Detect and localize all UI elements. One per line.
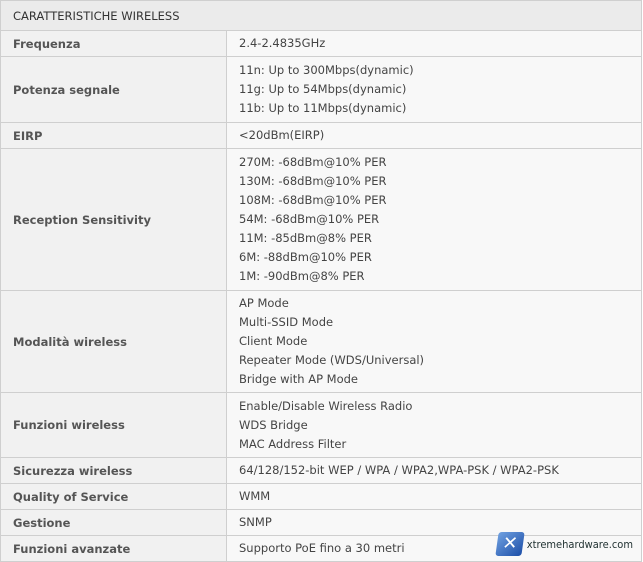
row-label: EIRP bbox=[0, 122, 227, 149]
row-value: 64/128/152-bit WEP / WPA / WPA2,WPA-PSK … bbox=[226, 457, 642, 484]
row-label: Quality of Service bbox=[0, 483, 227, 510]
value-line: 11M: -85dBm@8% PER bbox=[239, 231, 372, 245]
value-line: 11b: Up to 11Mbps(dynamic) bbox=[239, 101, 407, 115]
value-line: WMM bbox=[239, 489, 271, 503]
row-value: 2.4-2.4835GHz bbox=[226, 30, 642, 57]
table-row: Gestione SNMP bbox=[0, 509, 642, 536]
value-line: MAC Address Filter bbox=[239, 436, 347, 451]
value-line: Repeater Mode (WDS/Universal) bbox=[239, 353, 425, 367]
x-logo-icon: ✕ bbox=[495, 532, 525, 556]
value-line: 11g: Up to 54Mbps(dynamic) bbox=[239, 82, 407, 96]
table-header-row: CARATTERISTICHE WIRELESS bbox=[0, 0, 642, 31]
value-line: 130M: -68dBm@10% PER bbox=[239, 174, 387, 188]
value-line: Multi-SSID Mode bbox=[239, 315, 334, 329]
row-value: WMM bbox=[226, 483, 642, 510]
row-label: Funzioni wireless bbox=[0, 392, 227, 458]
table-row: Modalità wireless AP Mode Multi-SSID Mode C… bbox=[0, 290, 642, 393]
row-value: 270M: -68dBm@10% PER 130M: -68dBm@10% PER… bbox=[226, 148, 642, 291]
value-line: Client Mode bbox=[239, 334, 308, 348]
row-label: Gestione bbox=[0, 509, 227, 536]
table-row: EIRP <20dBm(EIRP) bbox=[0, 122, 642, 149]
value-line: 64/128/152-bit WEP / WPA / WPA2,WPA-PSK … bbox=[239, 463, 559, 477]
row-label: Funzioni avanzate bbox=[0, 535, 227, 562]
row-value: <20dBm(EIRP) bbox=[226, 122, 642, 149]
value-line: WDS Bridge bbox=[239, 417, 308, 432]
table-row: Reception Sensitivity 270M: -68dBm@10% PE… bbox=[0, 148, 642, 291]
table-row: Sicurezza wireless 64/128/152-bit WEP / W… bbox=[0, 457, 642, 484]
table-row: Potenza segnale 11n: Up to 300Mbps(dynami… bbox=[0, 56, 642, 123]
row-label: Modalità wireless bbox=[0, 290, 227, 393]
value-line: 108M: -68dBm@10% PER bbox=[239, 193, 387, 207]
value-line: Enable/Disable Wireless Radio bbox=[239, 398, 413, 413]
value-line: 270M: -68dBm@10% PER bbox=[239, 155, 387, 169]
row-value: Enable/Disable Wireless Radio WDS Bridge M… bbox=[226, 392, 642, 458]
row-label: Sicurezza wireless bbox=[0, 457, 227, 484]
value-line: Supporto PoE fino a 30 metri bbox=[239, 541, 405, 555]
watermark-logo: ✕ xtremehardware.com bbox=[495, 532, 633, 556]
row-label: Reception Sensitivity bbox=[0, 148, 227, 291]
row-value: AP Mode Multi-SSID Mode Client Mode Repeate… bbox=[226, 290, 642, 393]
value-line: Bridge with AP Mode bbox=[239, 372, 358, 386]
watermark-text: xtremehardware.com bbox=[526, 537, 633, 551]
row-label: Potenza segnale bbox=[0, 56, 227, 123]
row-value: Supporto PoE fino a 30 metri bbox=[226, 535, 642, 562]
value-line: 11n: Up to 300Mbps(dynamic) bbox=[239, 63, 414, 77]
value-line: 6M: -88dBm@10% PER bbox=[239, 250, 372, 264]
row-label: Frequenza bbox=[0, 30, 227, 57]
row-value: 11n: Up to 300Mbps(dynamic) 11g: Up to 54… bbox=[226, 56, 642, 123]
value-line: SNMP bbox=[239, 515, 272, 529]
value-line: 54M: -68dBm@10% PER bbox=[239, 212, 380, 226]
table-row: Frequenza 2.4-2.4835GHz bbox=[0, 30, 642, 57]
value-line: 2.4-2.4835GHz bbox=[239, 36, 326, 50]
value-line: AP Mode bbox=[239, 296, 289, 310]
table-row: Quality of Service WMM bbox=[0, 483, 642, 510]
table-row: Funzioni wireless Enable/Disable Wireless… bbox=[0, 392, 642, 458]
value-line: 1M: -90dBm@8% PER bbox=[239, 269, 365, 283]
value-line: <20dBm(EIRP) bbox=[239, 128, 325, 142]
table-title: CARATTERISTICHE WIRELESS bbox=[0, 0, 642, 31]
